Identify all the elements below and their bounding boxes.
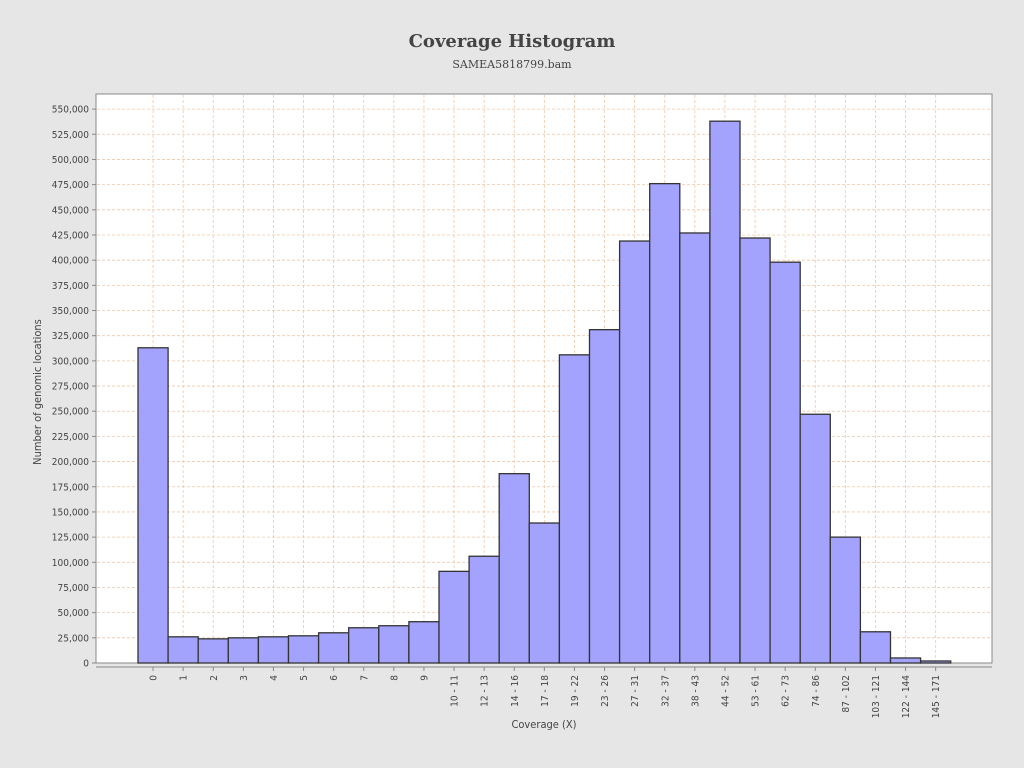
x-tick-label: 12 - 13 [480,675,491,707]
x-tick-label: 1 [179,675,190,681]
y-tick-label: 200,000 [52,457,89,468]
bar [799,413,831,664]
bar [287,635,320,664]
x-tick-label: 10 - 11 [450,675,461,707]
bar [829,536,862,664]
y-tick-label: 75,000 [58,583,90,594]
y-tick-label: 450,000 [52,205,89,216]
chart-title: Coverage Histogram [408,31,616,52]
y-tick-label: 325,000 [52,331,89,342]
x-tick-label: 2 [209,675,220,681]
bar [889,657,922,664]
x-tick-label: 0 [149,675,160,681]
x-tick-label: 27 - 31 [630,675,641,707]
x-axis-label: Coverage (X) [511,718,576,731]
x-tick-label: 4 [269,675,280,681]
y-tick-label: 525,000 [52,130,89,141]
bar [197,638,229,664]
bar [408,621,440,664]
bar [769,261,801,664]
x-tick-label: 53 - 61 [751,675,762,707]
bar [498,473,530,664]
y-tick-label: 100,000 [52,558,89,569]
x-tick-label: 23 - 26 [600,675,611,707]
y-tick-label: 425,000 [52,230,89,241]
y-tick-label: 300,000 [52,356,89,367]
bar [167,636,199,664]
y-axis-label: Number of genomic locations [31,319,44,465]
bar [317,632,350,664]
y-tick-label: 0 [83,659,89,670]
bar [257,636,290,664]
x-tick-label: 145 - 171 [931,675,942,718]
y-tick-label: 275,000 [52,382,89,393]
x-tick-label: 103 - 121 [871,675,882,718]
x-axis: 0 1 2 3 4 5 6 7 8 9 10 - 11 12 - 13 14 - 16 17 - 18 19… [96,666,992,719]
x-tick-label: 19 - 22 [570,675,581,707]
y-tick-label: 150,000 [52,507,89,518]
bar [588,329,621,664]
chart-subtitle: SAMEA5818799.bam [452,58,572,71]
y-tick-label: 125,000 [52,533,89,544]
x-tick-label: 38 - 43 [690,675,701,707]
bar [709,120,741,664]
bars [137,120,952,664]
bar [227,637,260,664]
bar [649,182,681,664]
bar [528,522,561,664]
x-tick-label: 17 - 18 [540,675,551,707]
bar [558,354,591,664]
x-tick-label: 44 - 52 [720,675,731,707]
x-tick-label: 5 [299,675,310,681]
x-tick-label: 32 - 37 [660,675,671,707]
bar [739,237,771,664]
bar [438,570,470,664]
bar [468,555,500,664]
bar [618,240,651,664]
x-tick-label: 8 [389,675,400,681]
y-tick-label: 50,000 [58,608,90,619]
x-tick-label: 14 - 16 [510,675,521,707]
x-tick-label: 7 [359,675,370,681]
y-tick-label: 500,000 [52,155,89,166]
bar [378,625,410,664]
x-tick-label: 9 [419,675,430,681]
y-axis: 0 25,000 50,000 75,000 100,000 125,000 150,000… [52,105,96,670]
y-tick-label: 350,000 [52,306,89,317]
y-tick-label: 250,000 [52,407,89,418]
x-tick-label: 122 - 144 [901,675,912,719]
y-tick-label: 175,000 [52,482,89,493]
y-tick-label: 25,000 [58,633,90,644]
y-tick-label: 475,000 [52,180,89,191]
bar [919,660,952,664]
x-tick-label: 87 - 102 [841,675,852,713]
x-tick-label: 62 - 73 [781,675,792,707]
x-tick-label: 6 [329,675,340,681]
bar [348,627,380,664]
y-tick-label: 550,000 [52,105,89,116]
bar [679,232,711,664]
bar [137,347,169,664]
y-tick-label: 375,000 [52,281,89,292]
bar [859,631,892,664]
x-tick-label: 3 [239,675,250,681]
y-tick-label: 400,000 [52,256,89,267]
y-tick-label: 225,000 [52,432,89,443]
x-tick-label: 74 - 86 [811,675,822,707]
